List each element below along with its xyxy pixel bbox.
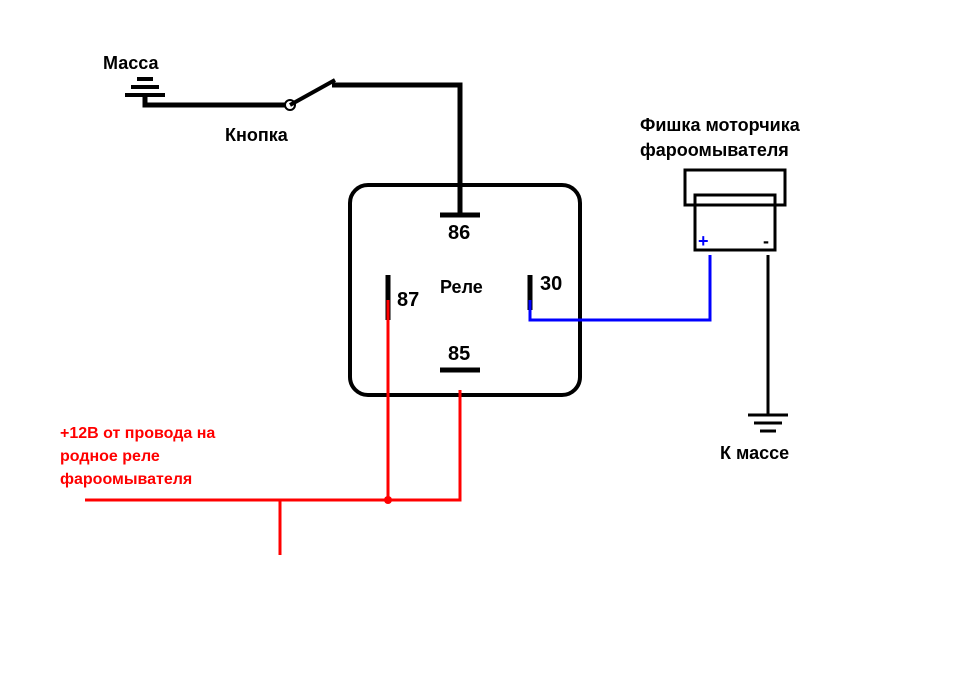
pin-label-85: 85 xyxy=(448,343,470,366)
pin-label-87: 87 xyxy=(397,289,419,312)
label-ground-top: Масса xyxy=(103,53,158,74)
label-12v-line1: +12В от провода на xyxy=(60,425,215,443)
schematic-canvas xyxy=(0,0,960,686)
label-connector-line1: Фишка моторчика xyxy=(640,115,800,136)
wire-87-to-12v xyxy=(85,300,388,500)
label-ground-bottom: К массе xyxy=(720,443,789,464)
wire-ground-to-switch xyxy=(145,95,290,105)
pin-label-30: 30 xyxy=(540,273,562,296)
polarity-minus: - xyxy=(763,231,769,252)
label-12v-line2: родное реле xyxy=(60,448,160,466)
connector-outer xyxy=(685,170,785,205)
pin-label-86: 86 xyxy=(448,222,470,245)
junction-red xyxy=(384,496,392,504)
wire-85-branch xyxy=(280,390,460,555)
label-button: Кнопка xyxy=(225,125,288,146)
label-relay: Реле xyxy=(440,277,483,298)
label-12v-line3: фароомывателя xyxy=(60,471,192,489)
switch-arm xyxy=(290,80,335,105)
label-connector-line2: фароомывателя xyxy=(640,140,789,161)
polarity-plus: + xyxy=(698,231,709,252)
